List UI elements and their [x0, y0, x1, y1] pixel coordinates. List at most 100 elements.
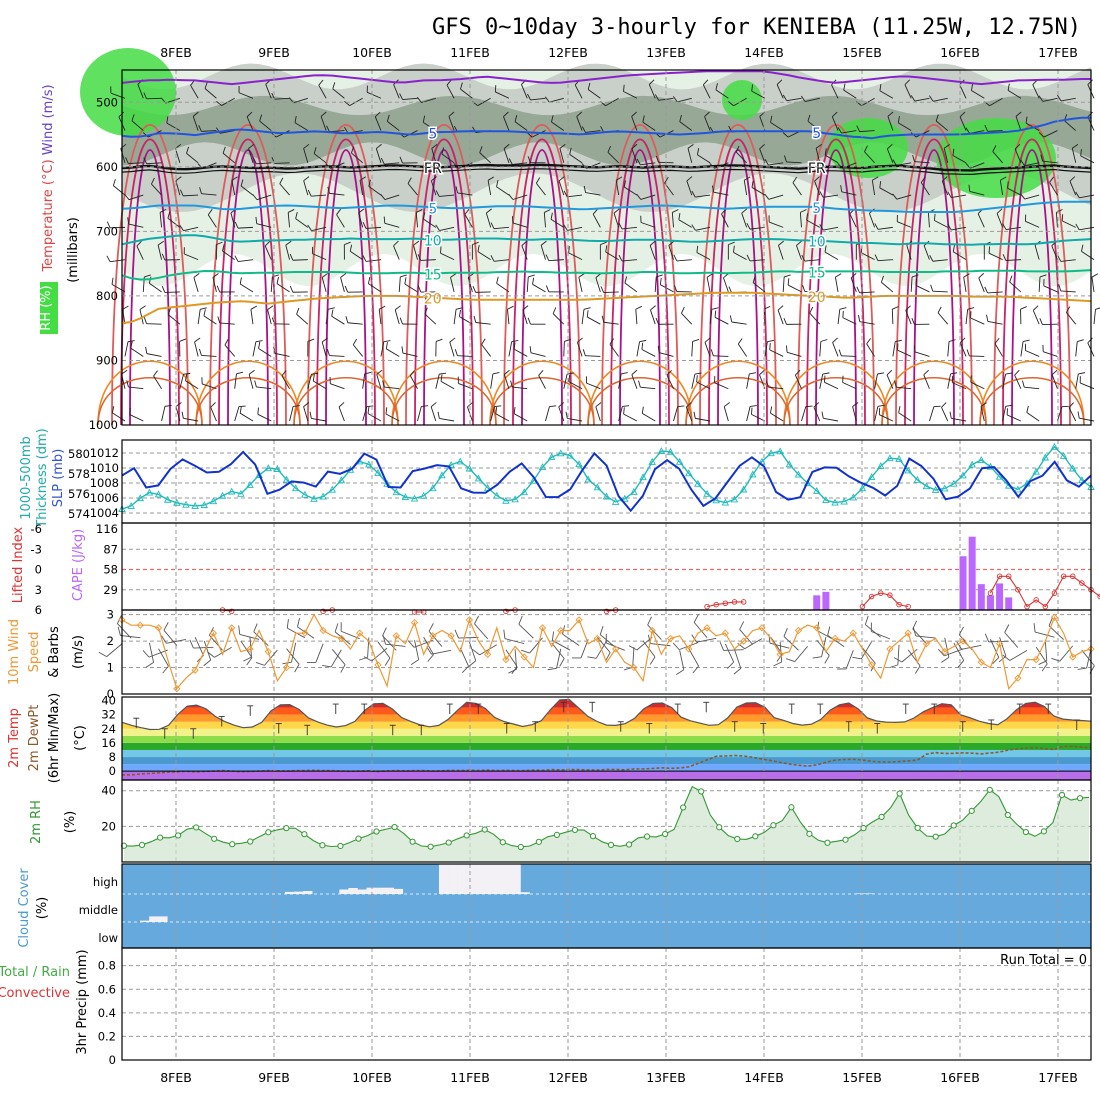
wind-barb-shaft [951, 194, 967, 198]
wind-barb-flag [970, 375, 972, 383]
wind-barb-flag [984, 124, 989, 132]
wind-barb [435, 338, 443, 357]
temperature-contour [121, 269, 1092, 281]
wind-barb [770, 406, 784, 422]
thickness-line [121, 445, 1092, 510]
cloud-cover-gap [339, 889, 349, 894]
wind-barb-flag [362, 222, 367, 229]
wind-barb-shaft [751, 90, 766, 99]
thickness-point [374, 469, 382, 476]
wind-barb [879, 181, 894, 196]
wind-barb-flag [461, 665, 469, 673]
wind-barb-shaft [238, 92, 254, 99]
cloud-cover-gap [520, 892, 530, 894]
wind-barb-flag [185, 373, 188, 381]
wind-barb-flag [394, 305, 401, 311]
wind-barb [201, 377, 217, 390]
wind-barb [671, 209, 679, 228]
wind10m-barb [551, 631, 571, 651]
wind-barb [217, 316, 235, 325]
wind-barb-shaft [567, 194, 583, 198]
temperature-band [122, 771, 1091, 780]
wind-barb-flag [208, 627, 214, 636]
wind-barb-shaft [276, 283, 290, 293]
wind-barb-flag [879, 181, 882, 188]
wind-barb-shaft [256, 162, 272, 165]
wind-barb-shaft [240, 185, 254, 196]
wind-barb [490, 405, 502, 422]
wind-barb-flag [676, 669, 685, 676]
thickness-point [977, 456, 986, 463]
temperature-contour-lower [129, 149, 171, 426]
wind-barb-flag [368, 179, 371, 187]
wind-barb [992, 145, 1003, 164]
wind-barb-flag [362, 255, 367, 262]
wind-barb [714, 310, 729, 325]
thickness-point [694, 479, 702, 487]
wind-barb-shaft [897, 644, 900, 665]
thickness-point [237, 489, 245, 497]
wind-barb [313, 147, 327, 164]
wind10m-point [337, 634, 346, 643]
wind-barb-flag [739, 621, 745, 630]
wind-barb [607, 145, 619, 164]
precip-tick-label: 0.2 [98, 1029, 116, 1043]
wind-barb [685, 402, 693, 422]
wind-barb [1040, 154, 1058, 164]
wind-barb-flag [641, 342, 644, 350]
wind-barb [460, 82, 473, 99]
wind-barb [234, 405, 246, 422]
wind-barb-flag [857, 315, 861, 322]
wind-barb [1024, 343, 1040, 357]
lifted-index-point [704, 603, 710, 610]
wind-barb-shaft [545, 406, 550, 422]
wind-barb-shaft [1034, 245, 1040, 260]
rh2m-point [752, 833, 759, 840]
wind-barb [693, 411, 711, 422]
thickness-point [959, 471, 967, 479]
wind-barb-shaft [695, 194, 711, 198]
wind-barb-shaft [479, 152, 491, 164]
wind-barb [161, 253, 180, 261]
temperature-contour-25 [783, 376, 889, 426]
wind-barb [417, 285, 436, 293]
wind-barb-shaft [987, 130, 1003, 132]
wind-barb-flag [941, 402, 947, 408]
wind-barb-flag [605, 245, 608, 253]
rh2m-point [698, 788, 705, 795]
cloud-cover-gap [140, 920, 150, 922]
wind-barb-shaft [615, 180, 620, 196]
wind-barb-flag [1040, 154, 1043, 162]
wind-barb-flag [376, 143, 382, 149]
wind-barb-flag [417, 254, 422, 261]
wind-barb-shaft [897, 221, 912, 228]
wind-barb [843, 83, 857, 99]
wind-barb [880, 275, 894, 293]
wind-barb-shaft [850, 277, 857, 293]
wind-barb [157, 240, 164, 260]
wind-barb [558, 402, 565, 422]
wind10m-barb [426, 646, 452, 655]
wind-barb-flag [958, 626, 964, 635]
wind-barb-flag [258, 341, 261, 349]
wind-barb [714, 376, 729, 390]
wind10m-point [392, 632, 400, 640]
wind-barb [276, 276, 290, 293]
wind-barb [581, 307, 591, 325]
wind-barb [965, 307, 975, 325]
wind-barb-shaft [190, 85, 199, 99]
wind-barb-flag [915, 278, 917, 286]
wind-barb-shaft [1006, 414, 1022, 422]
wind-barb [563, 190, 583, 198]
wind-barb-flag [504, 369, 510, 375]
rh2m-point [625, 841, 633, 848]
wind-barb-shaft [430, 180, 437, 196]
thickness-point [840, 497, 848, 505]
wind10m-barb [240, 640, 253, 666]
wind-barb-flag [693, 614, 699, 623]
wind-barb [479, 146, 491, 164]
wind-barb [674, 285, 692, 293]
wind-barb [143, 92, 162, 100]
slp-tick-label: 1004 [90, 506, 119, 520]
wind-barb [239, 277, 254, 293]
